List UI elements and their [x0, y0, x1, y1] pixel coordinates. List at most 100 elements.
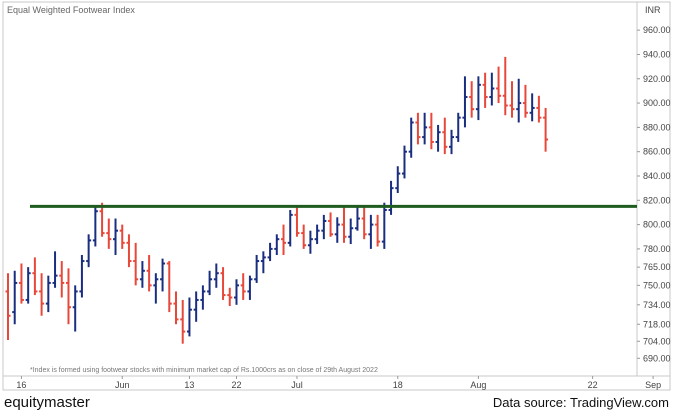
- x-tick-label: Aug: [470, 380, 486, 390]
- x-tick-label: 22: [231, 380, 241, 390]
- ohlc-bar: [39, 273, 45, 316]
- y-tick-label: 880.00: [643, 122, 671, 132]
- x-tick-label: Jul: [291, 380, 303, 390]
- ohlc-bar: [52, 251, 58, 288]
- ohlc-bar: [220, 267, 226, 300]
- x-tick-label: Jun: [115, 380, 130, 390]
- ohlc-bar: [207, 270, 213, 296]
- ohlc-bar: [213, 263, 219, 288]
- ohlc-bar: [59, 261, 65, 298]
- y-tick-label: 734.00: [643, 300, 671, 310]
- ohlc-bar: [193, 291, 199, 322]
- y-tick-label: 900.00: [643, 98, 671, 108]
- ohlc-bar: [99, 202, 105, 237]
- ohlc-bar: [482, 72, 488, 108]
- ohlc-bar: [469, 81, 475, 118]
- y-tick-label: 920.00: [643, 74, 671, 84]
- ohlc-bar: [321, 214, 327, 240]
- ohlc-bar: [428, 112, 434, 150]
- ohlc-bar: [92, 205, 98, 247]
- ohlc-bar: [294, 207, 300, 237]
- chart-border: [2, 1, 671, 391]
- ohlc-bar: [65, 268, 71, 325]
- y-tick-label: 860.00: [643, 147, 671, 157]
- ohlc-bar: [45, 275, 51, 313]
- ohlc-bar: [301, 224, 307, 249]
- y-tick-label: 840.00: [643, 171, 671, 181]
- x-tick-label: 22: [588, 380, 598, 390]
- ohlc-bar: [72, 285, 78, 332]
- x-tick-label: 16: [16, 380, 26, 390]
- ohlc-bar: [375, 214, 381, 247]
- ohlc-bar: [307, 230, 313, 254]
- chart-footnote: *Index is formed using footwear stocks w…: [30, 367, 378, 374]
- chart-title: Equal Weighted Footwear Index: [7, 5, 135, 15]
- ohlc-bar: [233, 279, 239, 305]
- ohlc-bar: [489, 72, 495, 106]
- ohlc-bar: [502, 56, 508, 116]
- ohlc-bar: [543, 107, 549, 152]
- x-tick-label: Sep: [645, 380, 661, 390]
- ohlc-bar: [462, 76, 468, 128]
- ohlc-bar: [180, 299, 186, 344]
- y-unit-label: INR: [645, 5, 661, 15]
- ohlc-bar: [381, 202, 387, 249]
- ohlc-bar: [86, 234, 92, 268]
- ohlc-bar: [348, 218, 354, 245]
- brand-logo-text: equitymaster: [4, 394, 90, 411]
- ohlc-chart: Equal Weighted Footwear Index INR 960.00 94…: [2, 1, 671, 391]
- ohlc-bar: [113, 218, 119, 255]
- ohlc-bar: [415, 112, 421, 145]
- ohlc-bar: [475, 76, 481, 121]
- ohlc-bar: [455, 112, 461, 142]
- ohlc-bar: [139, 261, 145, 288]
- ohlc-bar: [334, 217, 340, 243]
- ohlc-bar: [509, 81, 515, 118]
- ohlc-bar: [341, 206, 347, 243]
- ohlc-bar: [395, 166, 401, 193]
- y-tick-label: 718.00: [643, 319, 671, 329]
- ohlc-bar: [106, 218, 112, 249]
- ohlc-bar: [126, 234, 132, 268]
- ohlc-bar: [388, 180, 394, 215]
- y-tick-label: 750.00: [643, 280, 671, 290]
- ohlc-bar: [522, 84, 528, 118]
- ohlc-bar: [260, 251, 266, 274]
- y-tick-label: 704.00: [643, 336, 671, 346]
- ohlc-bar: [516, 78, 522, 123]
- data-source-label: Data source: TradingView.com: [492, 395, 669, 410]
- ohlc-bar: [536, 95, 542, 123]
- y-tick-label: 960.00: [643, 25, 671, 35]
- y-tick-label: 800.00: [643, 220, 671, 230]
- ohlc-bar: [422, 112, 428, 145]
- ohlc-bar: [173, 291, 179, 325]
- ohlc-bar: [314, 224, 320, 245]
- ohlc-bar: [240, 273, 246, 300]
- ohlc-bar: [328, 212, 334, 237]
- ohlc-bar: [166, 261, 172, 313]
- ohlc-bar: [133, 242, 139, 286]
- ohlc-bar: [408, 117, 414, 158]
- ohlc-bar: [12, 270, 18, 325]
- ohlc-bar: [119, 224, 125, 249]
- ohlc-bar: [79, 254, 85, 298]
- ohlc-bar: [267, 242, 273, 262]
- ohlc-bar: [227, 287, 233, 307]
- y-tick-label: 940.00: [643, 49, 671, 59]
- ohlc-bar: [146, 254, 152, 292]
- ohlc-bar: [254, 254, 260, 283]
- ohlc-bar: [361, 206, 367, 240]
- ohlc-bar: [32, 257, 38, 296]
- ohlc-bar: [287, 210, 293, 247]
- ohlc-bar: [247, 275, 253, 300]
- ohlc-bar: [435, 124, 441, 152]
- ohlc-bar: [354, 206, 360, 231]
- ohlc-bar: [153, 273, 159, 304]
- ohlc-bar: [529, 93, 535, 122]
- ohlc-bar: [496, 66, 502, 104]
- ohlc-bar: [18, 263, 24, 304]
- ohlc-bar: [5, 273, 11, 341]
- x-tick-label: 13: [184, 380, 194, 390]
- ohlc-bar: [186, 297, 192, 337]
